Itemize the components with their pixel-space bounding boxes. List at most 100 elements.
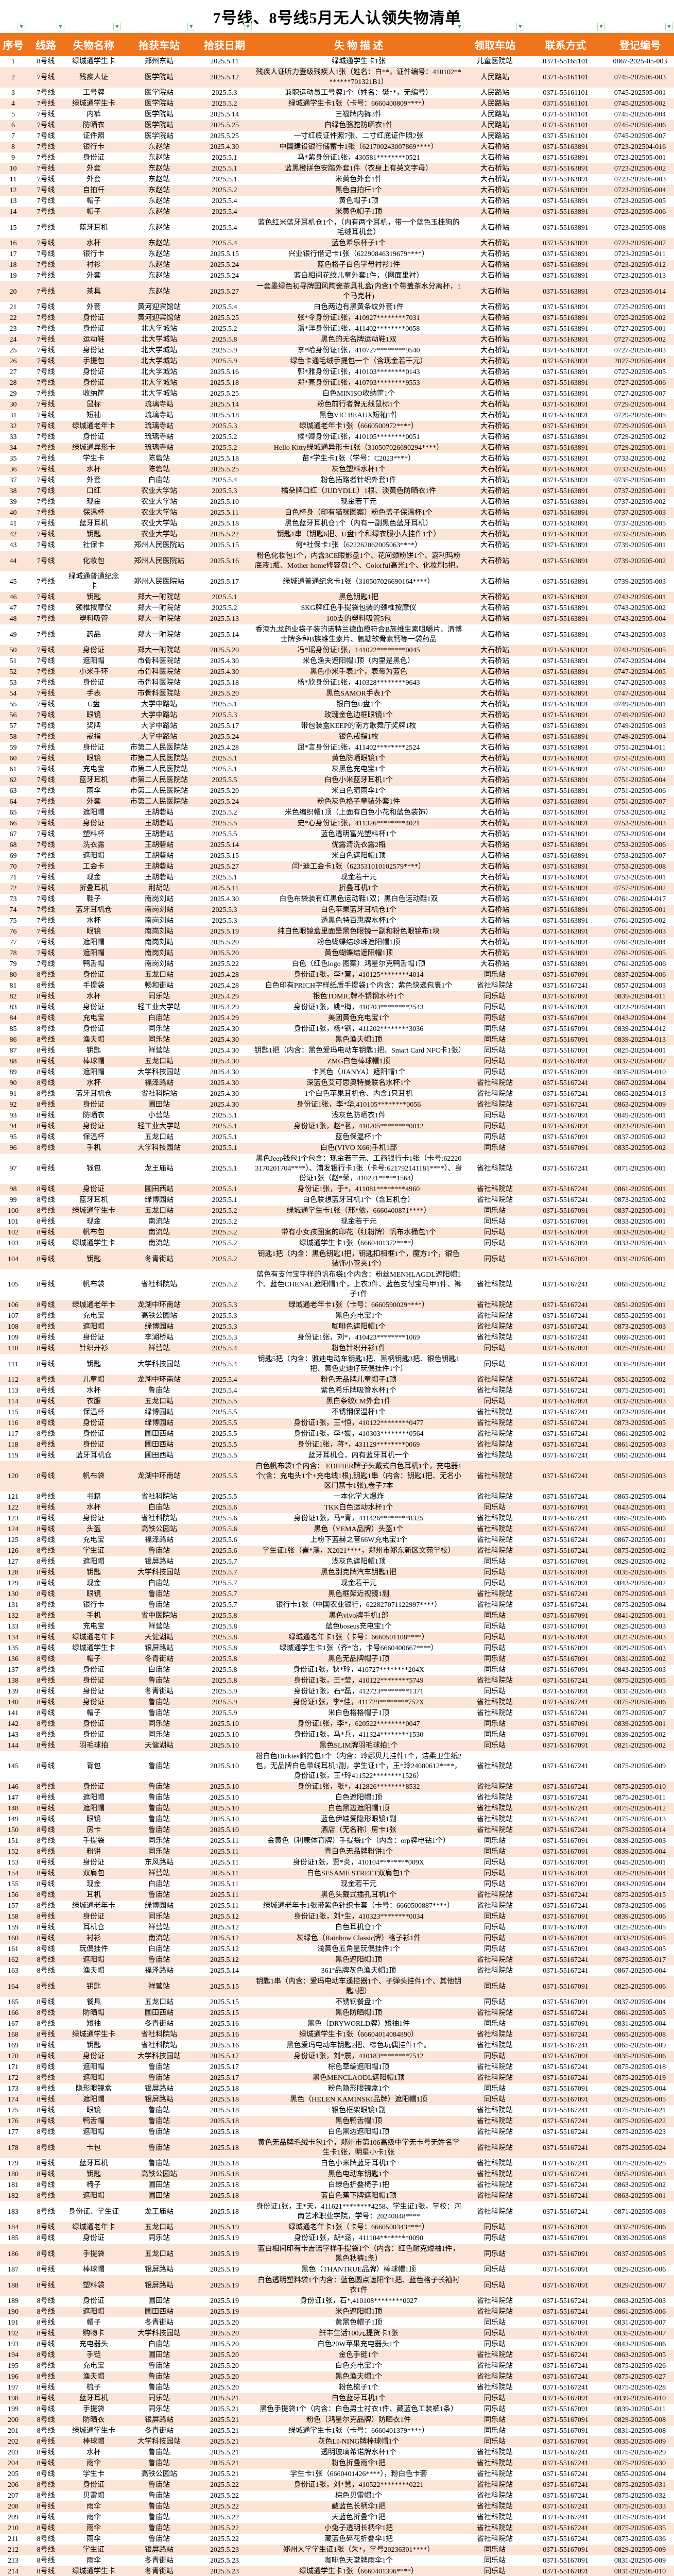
cell-contact: 0371-55167241 (543, 1472, 589, 1480)
cell-description: 米黄色帽子1顶 (335, 208, 382, 216)
cell-line: 8号线 (37, 1387, 55, 1395)
table-row: 102 8号线 帆布包 南流站 2025.5.2 带有小女孩图案的印花（红粉牌）帆布水桶包… (0, 1227, 674, 1238)
cell-item-name: 手机 (87, 1144, 101, 1152)
filter-dropdown-icon[interactable]: ▼ (18, 23, 25, 30)
filter-dropdown-icon[interactable]: ▼ (597, 23, 605, 30)
table-row: 87 8号线 钥匙 祥营站 2025.4.30 钥匙1把（内含：黑色爱玛电动车钥匙1把、S… (0, 1045, 674, 1056)
cell-description: 100支的塑料吸管5包 (326, 615, 391, 623)
cell-description: 郭*雅身份证1张，410103********0143 (297, 368, 420, 376)
cell-no: 176 (8, 2117, 19, 2125)
cell-item-name: 戒指 (87, 733, 101, 741)
filter-dropdown-icon[interactable]: ▼ (244, 23, 252, 30)
table-row: 1 8号线 绿城通学生卡 郑州东站 2025.5.11 绿城通学生卡1张 儿童医院站 0371… (0, 56, 674, 67)
cell-no: 44 (9, 557, 17, 565)
cell-reg-no: 0727-202505-001 (614, 325, 666, 333)
cell-found-station: 五龙口站 (145, 1398, 174, 1405)
cell-found-date: 2025.5.2 (212, 1218, 237, 1226)
cell-found-station: 郑州东站 (145, 58, 174, 65)
cell-description: 马*紫身份证1张，430581********0521 (297, 154, 420, 162)
cell-found-date: 2025.5.4 (212, 197, 237, 205)
cell-item-name: 外套 (87, 272, 101, 280)
cell-pickup-station: 同乐站 (484, 1870, 506, 1877)
cell-line: 8号线 (37, 1196, 55, 1204)
table-row: 19 7号线 外套 东赵站 2025.5.24 蓝白相间花纹儿童外套1件，（网面里衬） 大石… (0, 270, 674, 281)
filter-dropdown-icon[interactable]: ▼ (113, 23, 121, 30)
filter-dropdown-icon[interactable]: ▼ (456, 23, 463, 30)
cell-no: 153 (8, 1859, 19, 1867)
cell-found-date: 2025.5.18 (210, 2128, 239, 2136)
table-row: 52 7号线 小米手环 市骨科医院站 2025.4.30 黑色小米手表1个，表带为蓝色 大石… (0, 667, 674, 677)
cell-reg-no: 0835-202504-010 (614, 1069, 666, 1076)
cell-found-station: 东赵站 (148, 261, 170, 269)
cell-pickup-station: 同乐站 (484, 1580, 506, 1587)
filter-dropdown-icon[interactable]: ▼ (516, 23, 524, 30)
cell-found-station: 鲁庙站 (148, 2514, 170, 2521)
cell-found-station: 农业大学站 (141, 487, 177, 495)
cell-found-date: 2025.5.6 (212, 1504, 237, 1512)
cell-contact: 0371-55163891 (543, 578, 589, 586)
cell-no: 202 (8, 2438, 19, 2446)
cell-pickup-station: 同乐站 (484, 2266, 506, 2274)
cell-no: 185 (8, 2234, 19, 2242)
cell-found-station: 大学科技园站 (137, 2053, 181, 2060)
cell-reg-no: 0843-202505-002 (614, 1580, 666, 1587)
cell-item-name: 雨伞 (87, 2514, 101, 2521)
cell-reg-no: 0851-202505-002 (614, 1376, 666, 1384)
cell-line: 8号线 (37, 1112, 55, 1120)
table-row: 124 8号线 头盔 高铁公园站 2025.5.6 黑色（YEMA品牌）头盔1个 省社科院站… (0, 1524, 674, 1535)
cell-found-station: 鲁庙站 (148, 1590, 170, 1598)
cell-item-name: 运动鞋 (83, 336, 105, 344)
table-row: 150 8号线 房卡 鲁庙站 2025.5.10 酒店（无名称）房卡1张 省社科院站 0371… (0, 1825, 674, 1836)
table-row: 91 8号线 蓝牙耳机仓 省社科院站 2025.4.30 1个白色苹果耳机仓、内含1只耳机… (0, 1089, 674, 1099)
cell-line: 8号线 (37, 1360, 55, 1368)
cell-description: 黑色手提袋1个（内含：白色男士衬衣1件、藏蓝色工装裤1条） (260, 2405, 458, 2413)
filter-dropdown-icon[interactable]: ▼ (665, 23, 673, 30)
cell-reg-no: 0837-202505-006 (614, 2224, 666, 2231)
cell-contact: 0371-55163891 (543, 303, 589, 311)
cell-found-station: 祥营站 (148, 1345, 170, 1352)
cell-found-date: 2025.5.3 (212, 711, 237, 719)
cell-pickup-station: 省社科院站 (477, 2535, 513, 2543)
cell-contact: 0371-55167091 (543, 2053, 589, 2060)
cell-reg-no: 0875-202505-005 (614, 1677, 666, 1685)
cell-item-name: 眼镜 (87, 1816, 101, 1823)
cell-reg-no: 0875-202505-015 (614, 1891, 666, 1899)
cell-found-date: 2025.5.8 (212, 1634, 237, 1641)
cell-contact: 0371-55167091 (543, 1859, 589, 1867)
cell-no: 104 (8, 1255, 19, 1263)
cell-pickup-station: 同乐站 (484, 1634, 506, 1641)
cell-found-station: 北大学城站 (141, 379, 177, 387)
cell-no: 172 (8, 2074, 19, 2082)
cell-found-date: 2025.5.2 (212, 433, 237, 441)
cell-pickup-station: 同乐站 (484, 2568, 506, 2575)
cell-line: 8号线 (37, 1859, 55, 1867)
cell-no: 3 (11, 89, 15, 97)
cell-item-name: 手表 (87, 690, 101, 698)
cell-contact: 0371-55161101 (543, 111, 589, 118)
cell-item-name: 绿城通学生卡 (72, 2568, 115, 2575)
cell-contact: 0371-55163891 (543, 208, 589, 216)
cell-pickup-station: 人民路站 (480, 89, 509, 97)
cell-reg-no: 0727-202505-006 (614, 379, 666, 387)
cell-found-station: 农业大学站 (141, 531, 177, 538)
cell-found-date: 2025.4.28 (210, 971, 239, 979)
cell-line: 8号线 (37, 2042, 55, 2049)
cell-description: 绿城通学生卡1张（66604014084890） (299, 2031, 418, 2039)
cell-no: 107 (8, 1312, 19, 1320)
cell-reg-no: 0861-202505-005 (614, 2009, 666, 2017)
cell-line: 8号线 (37, 1805, 55, 1812)
cell-reg-no: 0749-202505-001 (614, 701, 666, 708)
cell-found-date: 2025.5.21 (210, 2395, 239, 2402)
cell-found-date: 2025.5.1 (212, 1196, 237, 1204)
filter-dropdown-icon[interactable]: ▼ (187, 23, 195, 30)
table-row: 185 8号线 身份证 同乐站 2025.5.19 身份证1张，胡*涵，411104***… (0, 2233, 674, 2244)
cell-item-name: 水杯 (87, 917, 101, 925)
cell-item-name: 身份证 (83, 1441, 105, 1449)
filter-dropdown-icon[interactable]: ▼ (57, 23, 64, 30)
cell-found-station: 鲁庙站 (148, 1677, 170, 1685)
cell-found-station: 省社科院站 (141, 1281, 177, 1289)
cell-line: 8号线 (37, 1547, 55, 1555)
table-row: 33 7号线 身份证 琉璃寺站 2025.5.2 候*卿身份证1张，410105*****… (0, 432, 674, 443)
cell-pickup-station: 大石桥站 (480, 787, 509, 795)
cell-pickup-station: 大石桥站 (480, 224, 509, 232)
